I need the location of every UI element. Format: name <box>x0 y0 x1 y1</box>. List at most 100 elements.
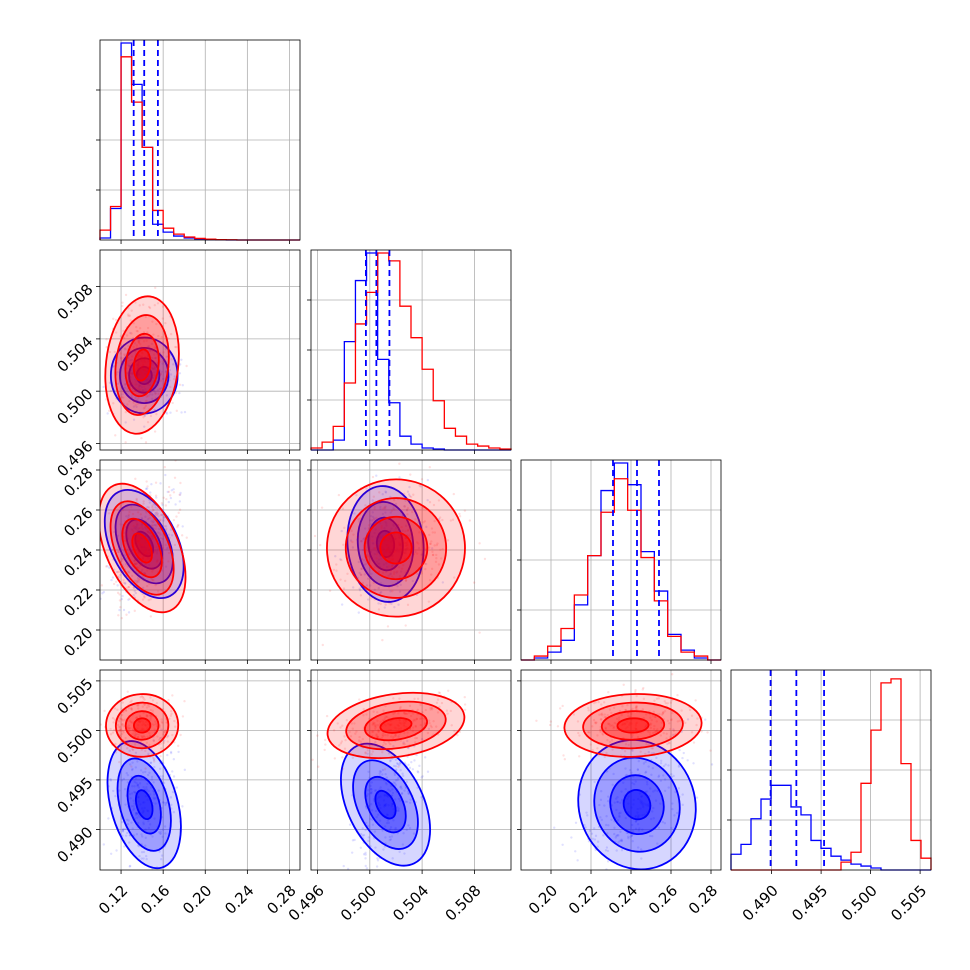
sample-point <box>412 720 415 723</box>
sample-point <box>150 577 153 581</box>
sample-point <box>373 830 377 833</box>
sample-point <box>636 823 640 826</box>
sample-point <box>154 720 157 723</box>
sample-point <box>370 790 373 793</box>
sample-point <box>404 552 407 555</box>
sample-point <box>392 764 396 768</box>
sample-point <box>352 570 355 573</box>
sample-point <box>371 539 374 542</box>
sample-point <box>123 353 126 356</box>
sample-point <box>130 505 133 509</box>
sample-point <box>135 383 138 386</box>
sample-point <box>640 857 643 860</box>
sample-point <box>408 566 411 569</box>
sample-point <box>134 751 138 754</box>
sample-point <box>651 747 655 750</box>
sample-point <box>185 536 188 539</box>
sample-point <box>384 704 387 708</box>
sample-point <box>119 729 123 732</box>
y-tick-label: 0.490 <box>53 823 96 866</box>
sample-point <box>145 584 149 588</box>
sample-point <box>430 567 434 571</box>
sample-point <box>428 533 431 537</box>
sample-point <box>136 363 139 366</box>
sample-point <box>150 483 153 486</box>
sample-point <box>181 525 184 528</box>
sample-point <box>131 721 134 724</box>
sample-point <box>377 602 380 605</box>
sample-point <box>429 706 432 710</box>
sample-point <box>620 838 623 841</box>
sample-point <box>135 580 138 583</box>
sample-point <box>384 551 388 554</box>
sample-point <box>653 699 656 702</box>
sample-point <box>127 313 130 316</box>
sample-point <box>609 871 611 873</box>
sample-point <box>114 742 117 746</box>
sample-point <box>638 814 641 817</box>
sample-point <box>137 539 140 543</box>
sample-point <box>420 478 424 481</box>
density-contour <box>134 530 155 558</box>
sample-point <box>172 491 176 494</box>
sample-point <box>155 398 158 401</box>
sample-point <box>646 804 649 807</box>
sample-point <box>478 631 481 634</box>
sample-point <box>615 717 619 720</box>
sample-point <box>389 569 393 572</box>
sample-point <box>350 529 353 533</box>
sample-point <box>472 581 476 584</box>
sample-point <box>147 598 150 602</box>
sample-point <box>690 714 694 717</box>
sample-point <box>620 849 624 852</box>
sample-point <box>617 834 620 837</box>
red-histogram <box>99 56 300 241</box>
sample-point <box>114 580 118 583</box>
sample-point <box>478 542 481 545</box>
sample-point <box>390 602 393 606</box>
sample-point <box>124 347 127 350</box>
sample-point <box>665 732 668 735</box>
sample-point <box>406 543 409 546</box>
sample-point <box>161 305 165 308</box>
sample-point <box>151 397 154 401</box>
sample-point <box>535 555 537 557</box>
sample-point <box>135 497 138 501</box>
sample-point <box>381 638 384 642</box>
sample-point <box>378 770 382 773</box>
sample-point <box>402 564 405 567</box>
sample-point <box>439 548 442 551</box>
sample-point <box>386 819 390 822</box>
sample-point <box>441 518 444 522</box>
sample-point <box>428 721 431 725</box>
sample-point <box>601 732 604 735</box>
sample-point <box>398 707 402 710</box>
sample-point <box>133 802 136 805</box>
sample-point <box>350 722 354 725</box>
sample-point <box>408 801 412 804</box>
sample-point <box>123 348 127 351</box>
sample-point <box>169 796 173 799</box>
sample-point <box>420 737 424 741</box>
sample-point <box>373 505 376 509</box>
sample-point <box>149 761 153 764</box>
sample-point <box>651 810 654 813</box>
sample-point <box>138 355 141 358</box>
sample-point <box>453 576 456 579</box>
sample-point <box>642 802 645 805</box>
sample-point <box>385 794 388 797</box>
sample-point <box>144 844 147 847</box>
sample-point <box>142 358 145 362</box>
sample-point <box>381 734 385 738</box>
sample-point <box>148 551 152 555</box>
sample-point <box>127 724 131 727</box>
sample-point <box>397 524 400 527</box>
sample-point <box>175 345 178 349</box>
sample-point <box>634 722 638 725</box>
sample-point <box>588 829 592 833</box>
sample-point <box>181 715 185 718</box>
sample-point <box>391 590 394 593</box>
sample-point <box>121 558 125 561</box>
sample-point <box>119 523 122 526</box>
sample-point <box>137 795 140 799</box>
